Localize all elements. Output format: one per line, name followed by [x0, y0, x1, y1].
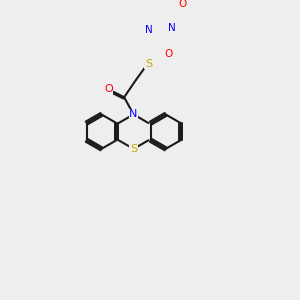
Text: O: O — [179, 0, 187, 9]
Text: S: S — [130, 144, 137, 154]
Text: S: S — [145, 58, 152, 68]
Text: O: O — [104, 84, 113, 94]
Text: N: N — [168, 23, 176, 33]
Text: O: O — [165, 49, 173, 59]
Text: N: N — [129, 110, 138, 119]
Text: N: N — [145, 25, 153, 35]
